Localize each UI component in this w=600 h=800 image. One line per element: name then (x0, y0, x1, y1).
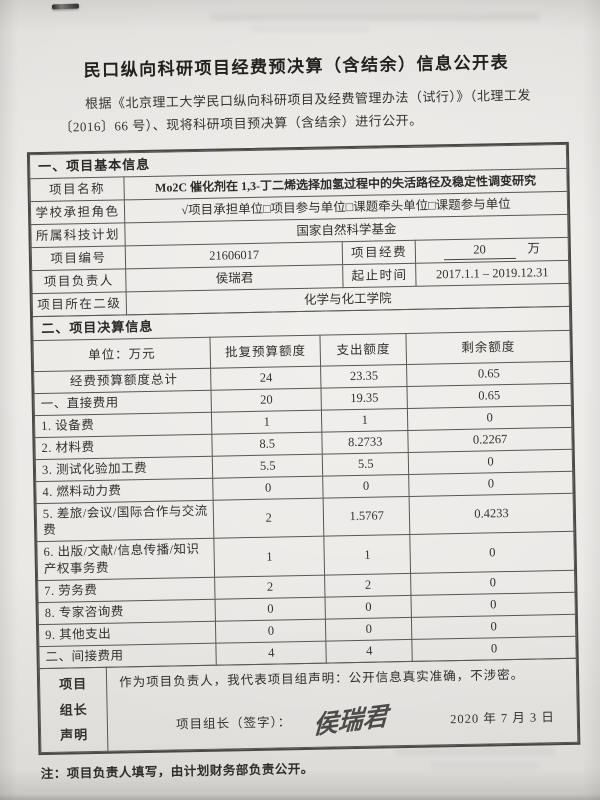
paper-bottom-edge (0, 794, 600, 800)
budget-cell-remaining: 0 (408, 449, 573, 475)
unit-header-cell: 单位：万元 (33, 337, 211, 372)
table-row: 项目 组长 声明 作为项目负责人，我代表项目组声明：公开信息真实准确，不涉密。 … (39, 657, 578, 753)
settlement-table: 二、项目决算信息 单位：万元 批复预算额度 支出额度 剩余额度 经费预算额度总计… (32, 306, 577, 669)
budget-cell-remaining: 0.65 (407, 383, 572, 409)
budget-cell-spent: 0 (325, 617, 413, 641)
budget-cell-spent: 8.2733 (322, 430, 409, 454)
budget-cell-approved: 0 (215, 618, 327, 643)
budget-cell-remaining: 0 (411, 592, 576, 618)
budget-cell-approved: 0 (215, 596, 326, 621)
funds-unit: 万 (527, 241, 541, 256)
budget-cell-spent: 1.5767 (323, 495, 411, 537)
budget-cell-spent: 5.5 (322, 452, 409, 476)
budget-cell-remaining: 0.65 (406, 361, 571, 387)
budget-cell-approved: 4 (216, 640, 327, 665)
page-title: 民口纵向科研项目经费预决算（含结余）信息公开表 (83, 52, 510, 81)
sign-date: 2020 年 7 月 3 日 (450, 710, 555, 727)
col-header-approved: 批复预算额度 (210, 335, 321, 369)
budget-cell-approved: 0 (212, 475, 324, 500)
budget-cell-approved: 5.5 (212, 453, 323, 478)
declaration-label: 项目 组长 声明 (39, 666, 109, 753)
footnote: 注：项目负责人填写，由计划财务部负责公开。 (40, 762, 314, 782)
bleed-through-mark (430, 762, 540, 768)
budget-cell-spent: 1 (321, 408, 408, 432)
funds-value-cell: 20 万 (415, 237, 569, 264)
bleed-through-mark (395, 748, 555, 756)
paper-sheet: 民口纵向科研项目经费预决算（含结余）信息公开表 根据《北京理工大学民口纵向科研项… (24, 0, 581, 782)
budget-cell-spent: 2 (324, 573, 412, 597)
budget-cell-spent: 19.35 (321, 386, 408, 411)
budget-cell-remaining: 0 (410, 570, 575, 596)
budget-cell-approved: 1 (211, 410, 323, 435)
bleed-through-mark (250, 26, 370, 32)
funds-value: 20 (443, 241, 516, 261)
col-header-remaining: 剩余额度 (406, 330, 571, 365)
budget-cell-approved: 8.5 (212, 431, 323, 456)
bleed-through-mark (210, 13, 540, 21)
project-name-label: 项目名称 (29, 177, 125, 202)
budget-cell-approved: 24 (210, 366, 322, 391)
declaration-statement: 作为项目负责人，我代表项目组声明：公开信息真实准确，不涉密。 (119, 667, 525, 690)
program-label: 所属科技计划 (30, 223, 126, 248)
budget-cell-remaining: 0 (411, 614, 576, 640)
budget-cell-spent: 4 (326, 639, 413, 663)
period-value: 2017.1.1 – 2019.12.31 (415, 260, 570, 287)
budget-cell-approved: 2 (214, 575, 326, 600)
dept-label: 项目所在二级 (32, 292, 127, 317)
col-header-spent: 支出额度 (320, 333, 407, 367)
budget-cell-remaining: 0.2267 (407, 427, 573, 453)
budget-cell-approved: 2 (213, 497, 325, 539)
funds-label: 项目经费 (342, 240, 416, 265)
budget-cell-spent: 1 (324, 534, 411, 576)
budget-cell-remaining: 0 (407, 405, 572, 431)
budget-cell-spent: 0 (325, 595, 412, 619)
signature-handwriting: 侯瑞君 (312, 702, 389, 740)
budget-cell-approved: 1 (214, 536, 325, 578)
budget-cell-spent: 23.35 (320, 364, 408, 389)
role-label: 学校承担角色 (30, 200, 125, 225)
sign-label: 项目组长（签字）： (175, 715, 292, 732)
budget-cell-approved: 20 (211, 388, 322, 413)
period-label: 起止时间 (343, 263, 416, 288)
declaration-body: 作为项目负责人，我代表项目组声明：公开信息真实准确，不涉密。 项目组长（签字）：… (106, 657, 578, 752)
project-number-label: 项目编号 (31, 246, 126, 271)
budget-cell-spent: 0 (322, 474, 410, 498)
signature-line: 项目组长（签字）： 侯瑞君 2020 年 7 月 3 日 (120, 700, 567, 743)
budget-cell-remaining: 0 (408, 470, 574, 496)
budget-row-label: 5. 差旅/会议/国际合作与交流费 (36, 499, 215, 542)
form-table: 一、项目基本信息 项目名称 Mo2C 催化剂在 1,3-丁二烯选择加氢过程中的失… (26, 142, 581, 756)
intro-paragraph: 根据《北京理工大学民口纵向科研项目及经费管理办法（试行）》（北理工发〔2016〕… (59, 87, 532, 135)
budget-cell-remaining: 0.4233 (409, 492, 574, 535)
budget-row-label: 6. 出版/文献/信息传播/知识产权事务费 (36, 538, 215, 581)
pi-label: 项目负责人 (31, 269, 127, 294)
basic-info-table: 一、项目基本信息 项目名称 Mo2C 催化剂在 1,3-丁二烯选择加氢过程中的失… (29, 144, 570, 317)
budget-cell-remaining: 0 (410, 531, 575, 574)
declaration-table: 项目 组长 声明 作为项目负责人，我代表项目组声明：公开信息真实准确，不涉密。 … (39, 657, 579, 753)
